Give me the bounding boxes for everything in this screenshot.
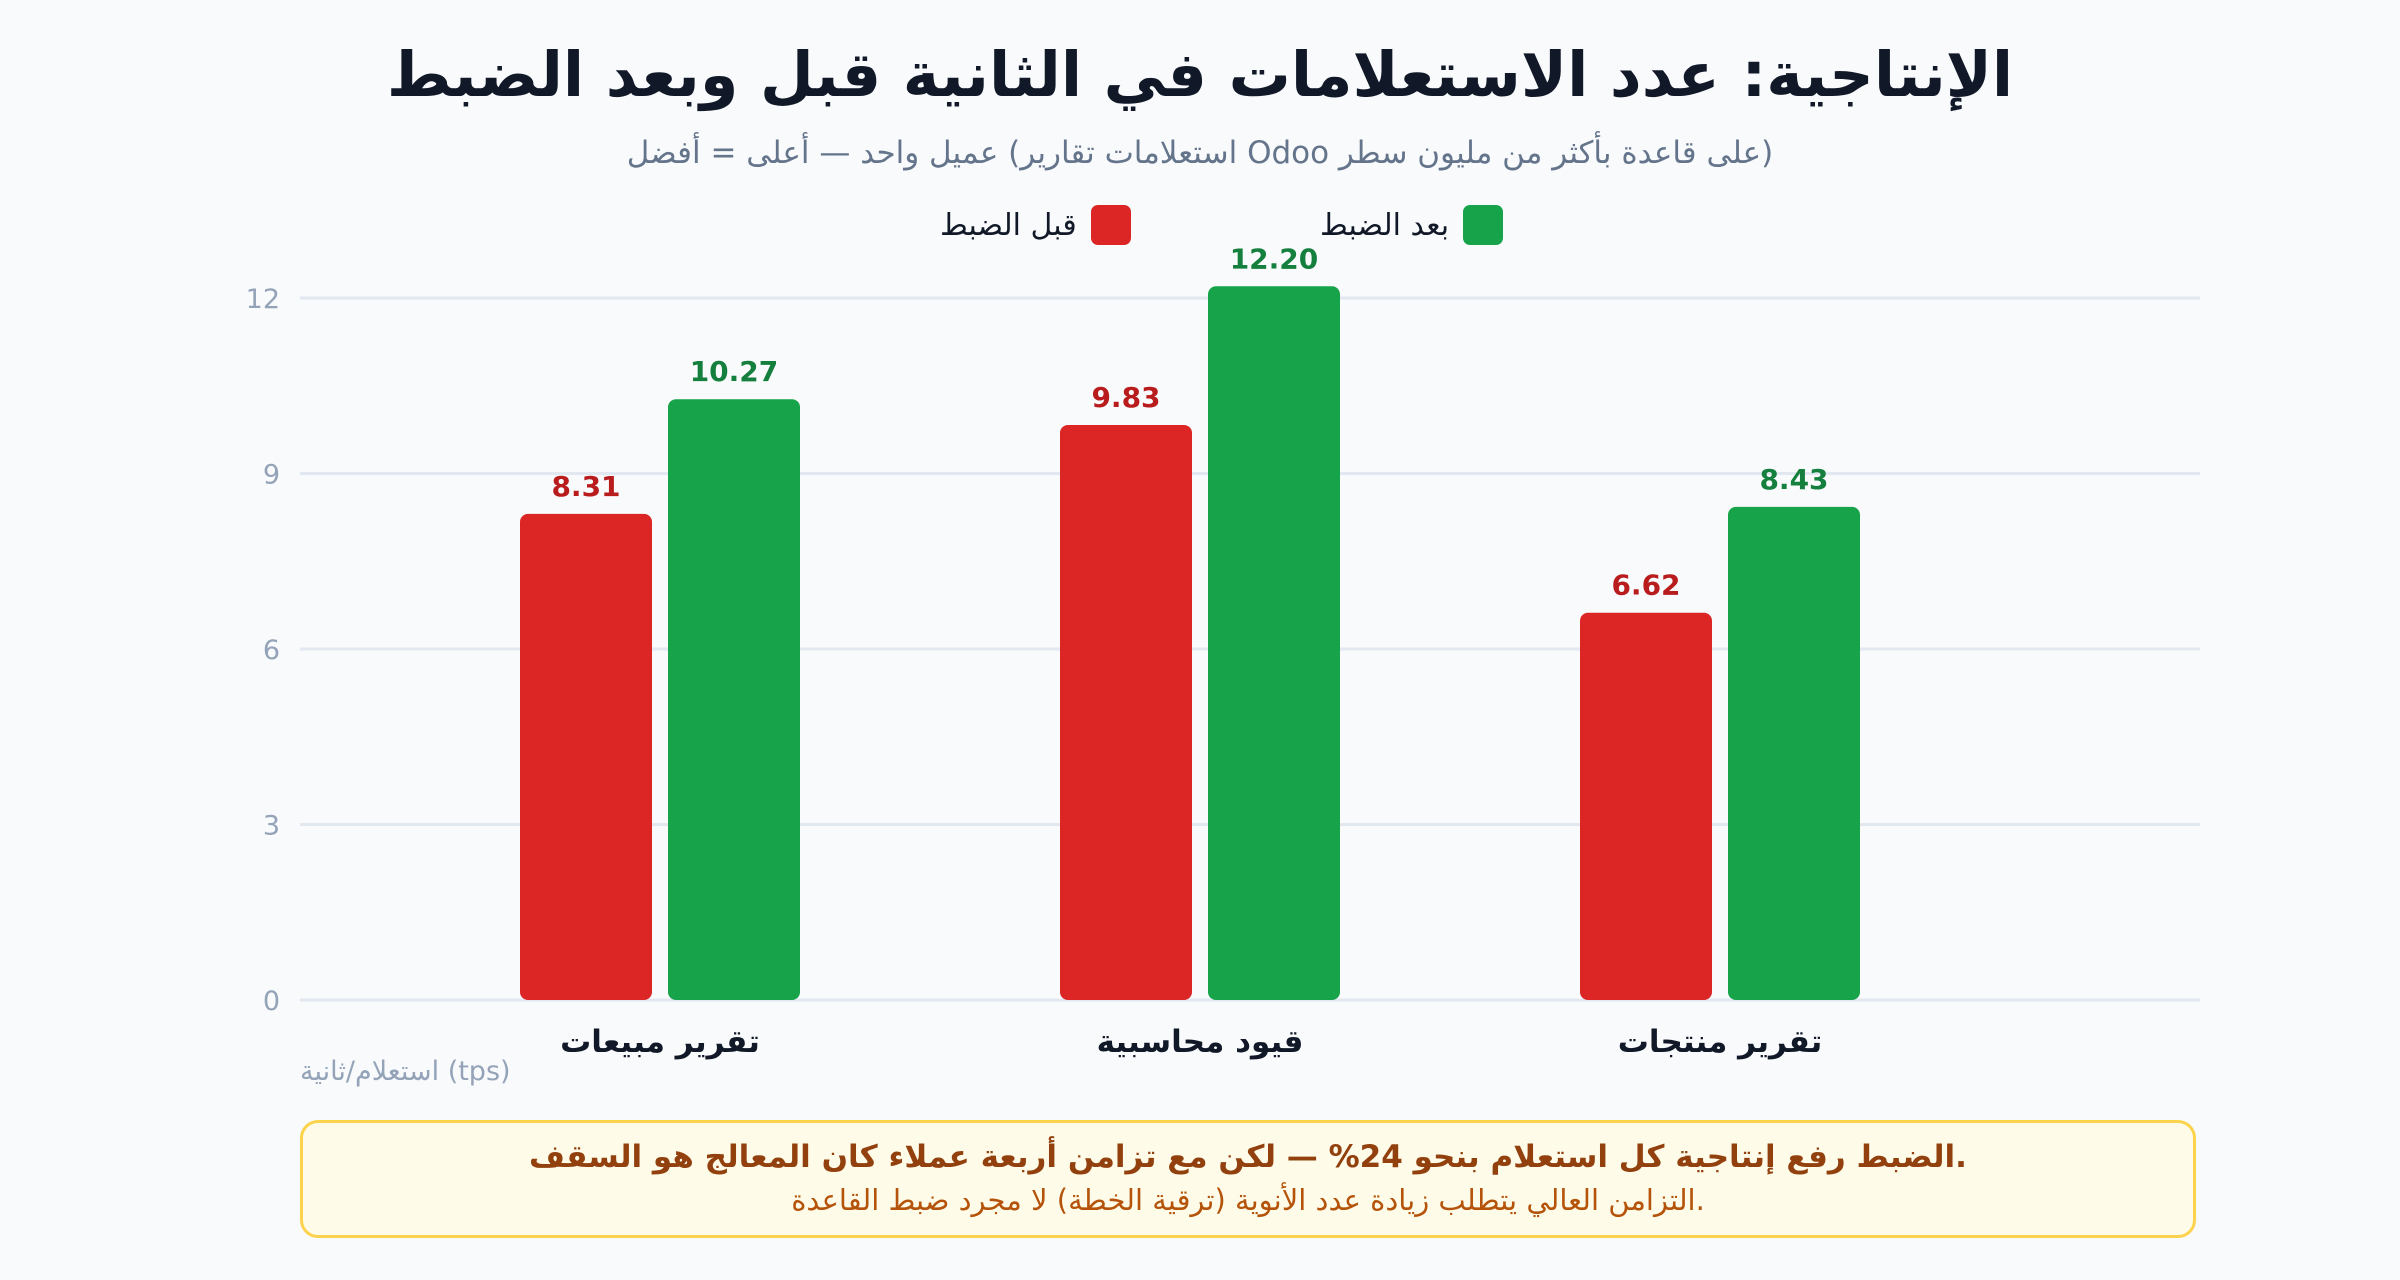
callout-sub-text: .التزامن العالي يتطلب زيادة عدد الأنوية … (791, 1183, 1705, 1217)
legend-item-after: بعد الضبط (1320, 203, 1504, 247)
value-label-0-0: 8.31 (551, 470, 620, 503)
legend: قبل الضبط بعد الضبط (0, 203, 2400, 247)
value-label-2-0: 6.62 (1611, 569, 1680, 602)
callout-main-text: .الضبط رفع إنتاجية كل استعلام بنحو 24% —… (529, 1139, 1967, 1175)
bar-2-0 (1580, 612, 1712, 1000)
bar-0-1 (668, 399, 800, 1001)
legend-swatch-before (1090, 205, 1131, 245)
legend-swatch-after (1463, 205, 1504, 245)
value-label-0-1: 10.27 (690, 355, 779, 388)
category-label-1: قيود محاسبية (1097, 1024, 1304, 1060)
category-label-2: تقرير منتجات (1618, 1024, 1823, 1060)
bar-0-0 (520, 513, 652, 1000)
chart-subtitle: (على قاعدة بأكثر من مليون سطر Odoo استعل… (626, 135, 1774, 171)
y-tick-label-2: 6 (263, 635, 280, 666)
category-label-0: تقرير مبيعات (560, 1024, 760, 1060)
chart-title: الإنتاجية: عدد الاستعلامات في الثانية قب… (386, 38, 2014, 111)
value-label-2-1: 8.43 (1759, 463, 1828, 496)
value-label-1-1: 12.20 (1230, 242, 1319, 275)
bar-2-1 (1728, 506, 1860, 1000)
y-tick-label-3: 9 (263, 460, 280, 491)
legend-item-before: قبل الضبط (940, 203, 1131, 247)
bar-1-0 (1060, 424, 1192, 1000)
value-label-1-0: 9.83 (1091, 381, 1160, 414)
legend-label-after: بعد الضبط (1320, 207, 1450, 243)
y-tick-label-4: 12 (246, 284, 280, 315)
legend-label-before: قبل الضبط (940, 207, 1077, 243)
callout-box: .الضبط رفع إنتاجية كل استعلام بنحو 24% —… (300, 1120, 2196, 1238)
y-tick-label-1: 3 (263, 811, 280, 842)
y-axis-label: استعلام/ثانية (tps) (300, 1056, 511, 1087)
y-tick-label-0: 0 (263, 986, 280, 1017)
bar-chart: 0 3 6 9 12 8.31 10.27 تقرير مبيعات 9.83 12.20 قيود… (246, 242, 2200, 1087)
bar-1-1 (1208, 286, 1340, 1000)
